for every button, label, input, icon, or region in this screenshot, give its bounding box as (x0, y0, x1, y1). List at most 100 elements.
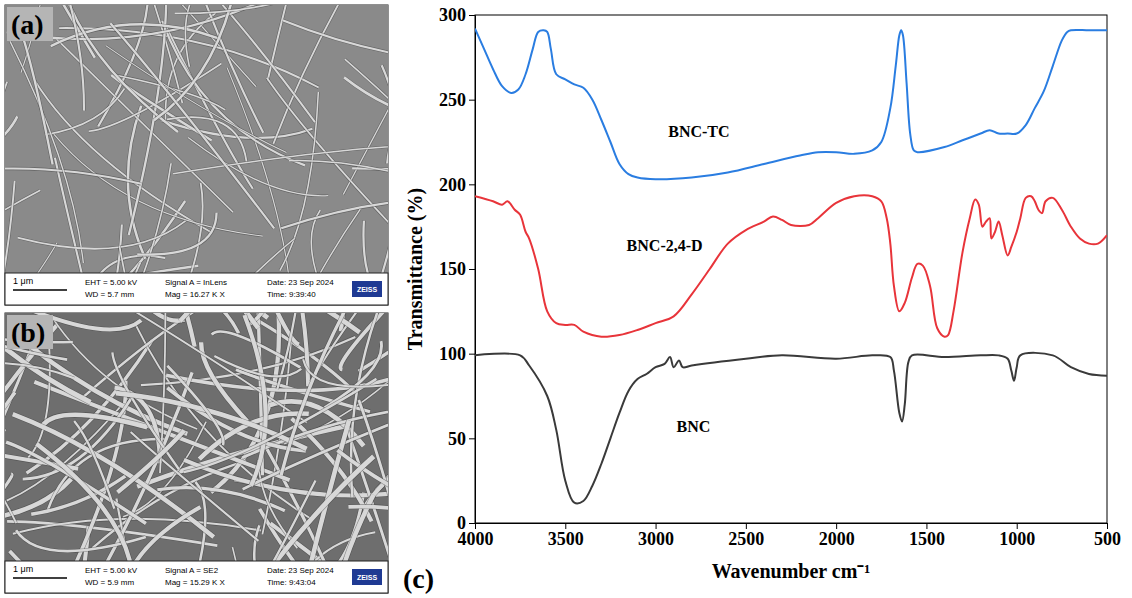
fiber-shadow (11, 243, 57, 273)
sem-info-bar: 1 μmEHT = 5.00 kVWD = 5.9 mmSignal A = S… (5, 561, 388, 593)
info-text: Time: 9:43:04 (267, 578, 316, 587)
x-tick-label: 2000 (819, 529, 855, 549)
scale-bar-label: 1 μm (13, 276, 33, 286)
y-tick-mark (469, 100, 475, 101)
fiber-shadow (261, 209, 361, 273)
fiber-shadow (5, 474, 12, 547)
fiber-shadow (289, 161, 388, 234)
fiber (117, 431, 184, 493)
y-tick: 300 (439, 5, 475, 25)
fiber (19, 24, 53, 164)
fiber (137, 213, 216, 255)
y-axis-title: Transmittance (%) (404, 188, 427, 350)
fiber-shadow (175, 238, 295, 273)
x-tick: 1000 (999, 523, 1035, 549)
fiber (180, 313, 371, 321)
fiber (154, 5, 242, 120)
info-text: EHT = 5.00 kV (85, 278, 138, 287)
fiber-shadow (303, 359, 388, 386)
sem-background (5, 5, 388, 273)
info-text: EHT = 5.00 kV (85, 566, 138, 575)
y-tick: 150 (439, 259, 475, 279)
fiber-shadow (59, 5, 178, 132)
fiber (10, 41, 83, 263)
info-text: Date: 23 Sep 2024 (267, 278, 334, 287)
fiber-shadow (180, 313, 371, 321)
y-tick-mark (469, 15, 475, 16)
chart: 4000350030002500200015001000500050100150… (403, 5, 1121, 594)
fiber-shadow (119, 246, 184, 273)
fiber (175, 238, 295, 273)
y-tick-mark (469, 438, 475, 439)
fiber-shadow (267, 78, 388, 266)
fiber-shadow (325, 341, 382, 408)
fiber-shadow (36, 444, 129, 561)
y-tick-label: 50 (448, 429, 466, 449)
fiber-shadow (268, 5, 347, 81)
fiber (267, 78, 388, 266)
fiber-shadow (122, 507, 201, 561)
fiber (5, 313, 67, 360)
sem-frame (5, 5, 388, 305)
y-tick-mark (469, 523, 475, 524)
y-tick: 250 (439, 90, 475, 110)
fiber (5, 168, 141, 190)
fiber (363, 221, 388, 273)
y-tick: 200 (439, 175, 475, 195)
fiber (119, 313, 184, 321)
y-axis-line (469, 16, 476, 524)
spectrum-line (475, 29, 1107, 180)
y-tick-label: 300 (439, 5, 466, 25)
letter-patch (7, 315, 53, 349)
fiber-shadow (137, 213, 216, 255)
y-tick-label: 150 (439, 259, 466, 279)
fiber (5, 82, 7, 251)
series-label: BNC (677, 418, 711, 435)
logo-box (352, 281, 382, 297)
info-text: WD = 5.7 mm (85, 290, 134, 299)
fiber-shadow (5, 363, 74, 379)
x-tick-label: 1000 (999, 529, 1035, 549)
y-tick: 0 (457, 513, 475, 533)
fiber-shadow (5, 313, 67, 360)
fiber-shadow (119, 313, 184, 321)
series-label: BNC-TC (668, 123, 729, 140)
fiber-shadow (19, 24, 53, 164)
spectrum-line (475, 195, 1107, 337)
letter-patch (7, 7, 53, 41)
logo-text: ZEISS (357, 574, 378, 581)
x-tick-label: 3500 (548, 529, 584, 549)
fiber-shadow (348, 507, 388, 561)
y-tick: 100 (439, 344, 475, 364)
info-text: Date: 23 Sep 2024 (267, 566, 334, 575)
spectrum-line (475, 353, 1107, 503)
fiber-shadow (283, 20, 388, 64)
logo-text: ZEISS (357, 286, 378, 293)
fiber-shadow (5, 168, 141, 190)
info-bar-background (5, 273, 388, 305)
info-text: Time: 9:39:40 (267, 290, 316, 299)
x-axis: 4000350030002500200015001000500 (458, 523, 1122, 549)
fiber-shadow (88, 256, 165, 273)
fiber-shadow (106, 46, 287, 153)
info-text: Mag = 15.29 K X (165, 578, 225, 587)
x-tick: 3000 (638, 523, 674, 549)
fiber (167, 366, 223, 445)
fiber-shadow (344, 77, 388, 124)
fiber-shadow (167, 366, 223, 445)
fiber-shadow (184, 379, 377, 472)
fiber-shadow (5, 392, 15, 561)
fiber (115, 313, 247, 314)
fiber (281, 313, 388, 475)
fiber (283, 20, 388, 64)
sem-info-bar: 1 μmEHT = 5.00 kVWD = 5.7 mmSignal A = I… (5, 273, 388, 305)
logo-box (352, 569, 382, 585)
fiber (273, 5, 388, 144)
fiber (5, 474, 12, 547)
y-tick-label: 100 (439, 344, 466, 364)
fiber-shadow (116, 393, 307, 449)
figure: 1 μmEHT = 5.00 kVWD = 5.7 mmSignal A = I… (0, 0, 1132, 598)
fiber (214, 356, 301, 376)
fiber-shadow (18, 221, 186, 249)
fiber (244, 315, 265, 486)
